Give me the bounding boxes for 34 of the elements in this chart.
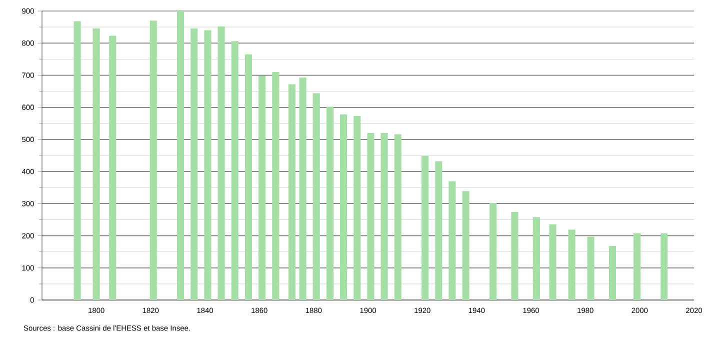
bar bbox=[150, 20, 157, 300]
bar bbox=[218, 26, 225, 300]
bar bbox=[244, 54, 252, 300]
bar bbox=[299, 77, 306, 300]
bar bbox=[190, 28, 198, 300]
bar bbox=[608, 246, 616, 300]
bar bbox=[489, 203, 497, 300]
bar bbox=[633, 233, 640, 300]
bar bbox=[549, 224, 556, 300]
bar bbox=[367, 133, 374, 300]
bar bbox=[394, 134, 402, 300]
bar bbox=[532, 217, 540, 300]
bar bbox=[340, 114, 348, 300]
bar bbox=[354, 116, 361, 300]
bar bbox=[380, 133, 388, 300]
bar bbox=[288, 84, 296, 300]
bar bbox=[109, 36, 116, 300]
bar bbox=[74, 21, 81, 300]
bar bbox=[92, 28, 100, 300]
bar bbox=[272, 72, 280, 300]
bar bbox=[435, 161, 442, 300]
bar bbox=[568, 230, 576, 300]
bar bbox=[462, 191, 470, 300]
bar bbox=[448, 181, 456, 300]
bar bbox=[312, 93, 320, 300]
bar bbox=[422, 156, 429, 300]
bar bbox=[231, 41, 238, 300]
bar bbox=[258, 76, 266, 300]
bar bbox=[326, 106, 334, 300]
bar bbox=[660, 233, 668, 300]
bar bbox=[587, 236, 594, 300]
bar bbox=[204, 30, 212, 300]
bar bbox=[511, 212, 518, 300]
bar bbox=[177, 11, 184, 300]
